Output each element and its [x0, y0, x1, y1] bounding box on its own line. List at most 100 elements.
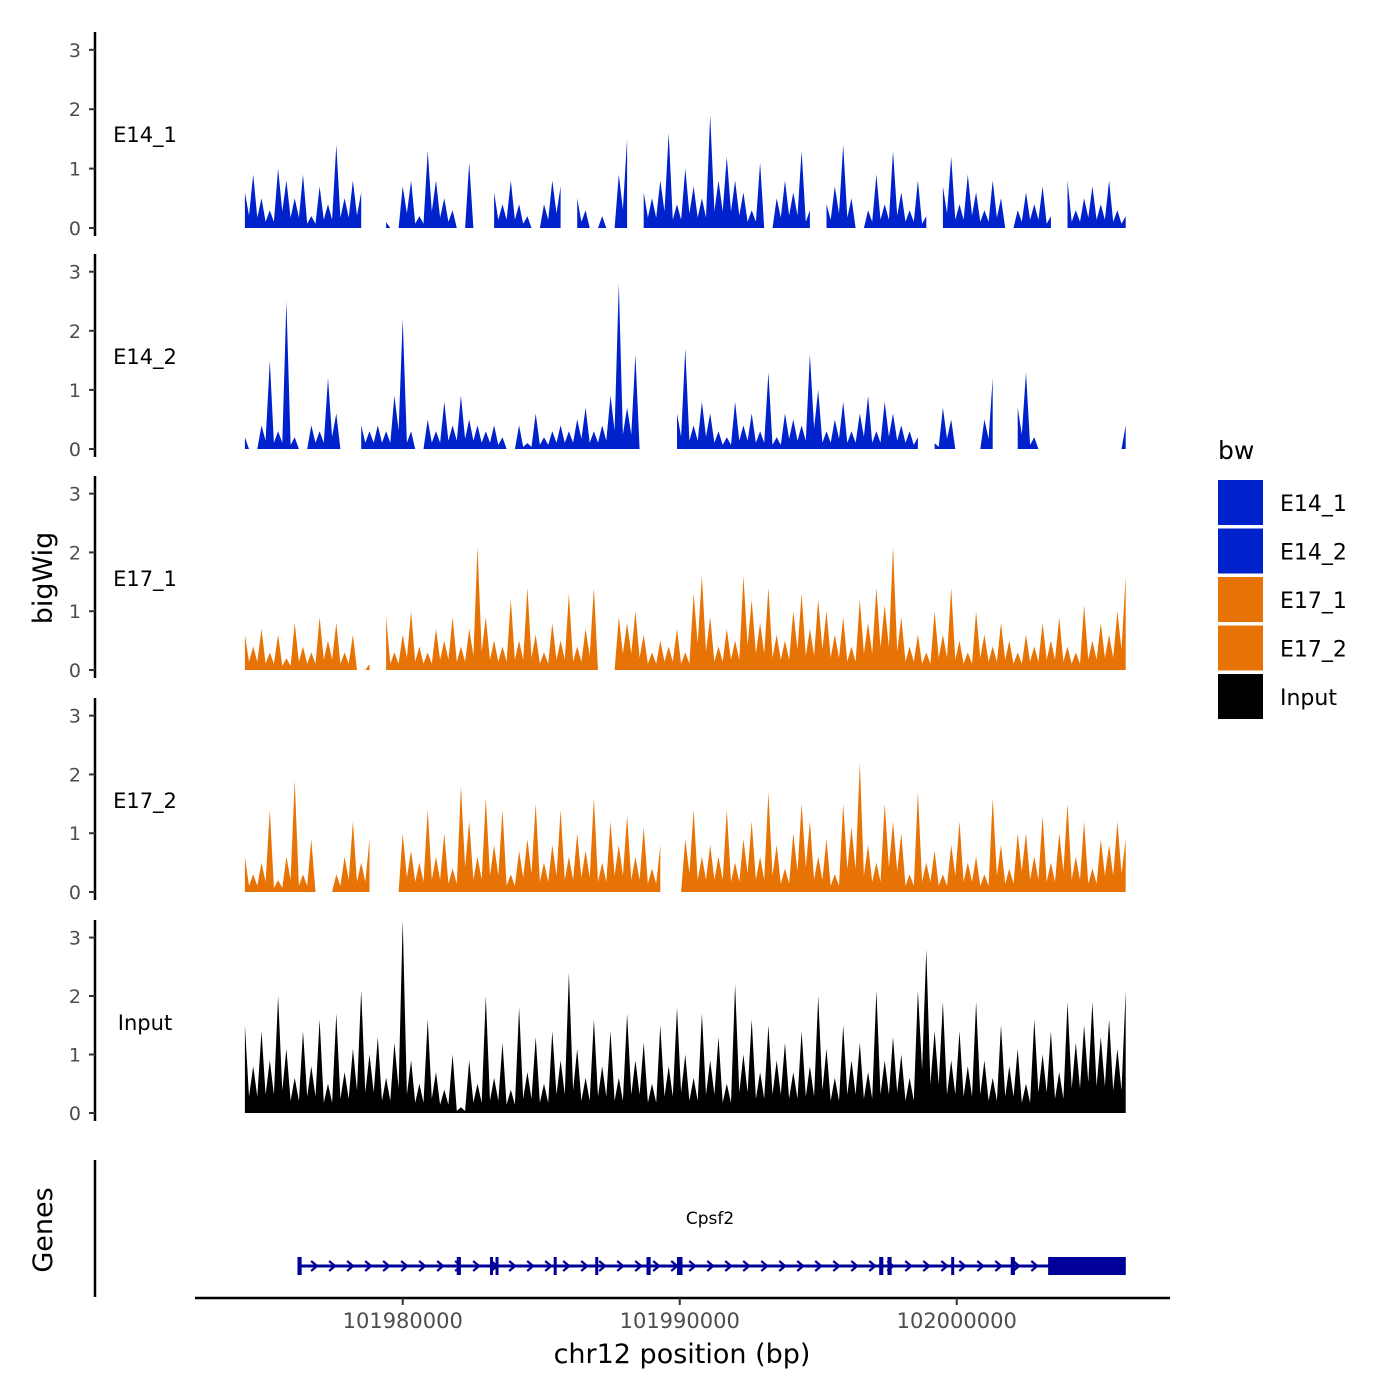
strand-arrow-icon: [310, 1260, 319, 1272]
x-tick-label: 102000000: [897, 1309, 1017, 1333]
y-axis-title: bigWig: [28, 532, 59, 625]
strand-arrow-icon: [868, 1260, 877, 1272]
legend-label: E17_1: [1280, 589, 1347, 614]
y-tick-label: 2: [69, 764, 81, 786]
gene-exon: [495, 1257, 499, 1275]
strand-arrow-icon: [796, 1260, 805, 1272]
y-tick-label: 0: [69, 882, 81, 904]
strand-arrow-icon: [1012, 1260, 1021, 1272]
legend-swatch-Input: [1218, 674, 1263, 719]
coverage-area-E17_1: [244, 546, 1126, 670]
legend-swatch-E14_2: [1218, 528, 1263, 574]
strand-arrow-icon: [688, 1260, 697, 1272]
genes-axis-title: Genes: [28, 1187, 59, 1272]
legend: bw E14_1 E14_2 E17_1 E17_2 Input: [1218, 436, 1347, 719]
strand-arrow-icon: [814, 1260, 823, 1272]
track-E14_2: 0 1 2 3 E14_2: [69, 254, 1126, 461]
strand-arrow-icon: [760, 1260, 769, 1272]
strand-arrow-icon: [778, 1260, 787, 1272]
track-label: E14_2: [113, 345, 177, 370]
strand-arrow-icon: [994, 1260, 1003, 1272]
strand-arrow-icon: [382, 1260, 391, 1272]
gene-exon: [887, 1257, 892, 1275]
strand-arrow-icon: [598, 1260, 607, 1272]
y-tick-label: 3: [69, 928, 81, 950]
strand-arrow-icon: [958, 1260, 967, 1272]
legend-title: bw: [1218, 436, 1254, 465]
strand-arrow-icon: [976, 1260, 985, 1272]
coverage-area-Input: [244, 920, 1126, 1113]
gene-exon: [456, 1257, 461, 1275]
y-tick-label: 3: [69, 40, 81, 62]
strand-arrow-icon: [742, 1260, 751, 1272]
y-tick-label: 0: [69, 1103, 81, 1125]
x-tick-label: 101980000: [343, 1309, 463, 1333]
strand-arrow-icon: [418, 1260, 427, 1272]
strand-arrow-icon: [922, 1260, 931, 1272]
y-tick-label: 1: [69, 380, 81, 402]
legend-swatch-E17_1: [1218, 577, 1263, 622]
gene-coding-block: [1048, 1257, 1126, 1275]
strand-arrow-icon: [544, 1260, 553, 1272]
strand-arrow-icon: [328, 1260, 337, 1272]
strand-arrow-icon: [616, 1260, 625, 1272]
track-label: E17_2: [113, 789, 177, 814]
y-tick-label: 3: [69, 262, 81, 284]
strand-arrow-icon: [400, 1260, 409, 1272]
y-tick-label: 1: [69, 1045, 81, 1067]
x-tick-label: 101990000: [620, 1309, 740, 1333]
strand-arrow-icon: [472, 1260, 481, 1272]
gene-exon: [951, 1257, 955, 1275]
strand-arrow-icon: [364, 1260, 373, 1272]
legend-label: Input: [1280, 686, 1337, 711]
strand-arrow-icon: [652, 1260, 661, 1272]
strand-arrow-icon: [706, 1260, 715, 1272]
gene-exon: [297, 1257, 302, 1275]
y-tick-label: 3: [69, 484, 81, 506]
coverage-area-E17_2: [244, 762, 1126, 892]
y-tick-label: 2: [69, 321, 81, 343]
legend-swatch-E17_2: [1218, 625, 1263, 671]
gene-name-label: Cpsf2: [686, 1209, 734, 1229]
track-label: Input: [118, 1011, 172, 1035]
gene-exon: [1010, 1257, 1015, 1275]
legend-swatch-E14_1: [1218, 480, 1263, 525]
strand-arrow-icon: [1030, 1260, 1039, 1272]
gene-exon: [489, 1257, 493, 1275]
strand-arrow-icon: [832, 1260, 841, 1272]
gene-exon: [595, 1257, 599, 1275]
track-E14_1: 0 1 2 3 E14_1: [69, 32, 1126, 240]
strand-arrow-icon: [724, 1260, 733, 1272]
gene-exon: [676, 1257, 683, 1275]
y-tick-label: 1: [69, 823, 81, 845]
strand-arrow-icon: [436, 1260, 445, 1272]
coverage-area-E14_2: [244, 283, 1126, 449]
y-tick-label: 2: [69, 542, 81, 564]
strand-arrow-icon: [904, 1260, 913, 1272]
gene-exon: [553, 1257, 557, 1275]
track-label: E14_1: [113, 123, 177, 148]
track-Input: 0 1 2 3 Input: [69, 920, 1126, 1125]
y-tick-label: 2: [69, 99, 81, 121]
coverage-area-E14_1: [244, 115, 1126, 228]
y-tick-label: 0: [69, 439, 81, 461]
strand-arrow-icon: [634, 1260, 643, 1272]
y-tick-label: 1: [69, 159, 81, 181]
track-label: E17_1: [113, 567, 177, 592]
y-tick-label: 3: [69, 706, 81, 728]
strand-arrow-icon: [562, 1260, 571, 1272]
strand-arrow-icon: [580, 1260, 589, 1272]
y-tick-label: 0: [69, 660, 81, 682]
track-E17_1: 0 1 2 3 E17_1: [69, 476, 1126, 682]
legend-label: E17_2: [1280, 638, 1347, 663]
x-axis-title: chr12 position (bp): [554, 1339, 811, 1370]
strand-arrow-icon: [508, 1260, 517, 1272]
gene-exon: [879, 1257, 884, 1275]
strand-arrow-icon: [940, 1260, 949, 1272]
strand-arrow-icon: [526, 1260, 535, 1272]
y-tick-label: 2: [69, 986, 81, 1008]
gene-exon: [646, 1257, 651, 1275]
track-panels: 0 1 2 3 E14_1 0 1 2 3 E14_2 0 1 2 3 E17_1 0 1 2 3 E17_2 0 1 2 3…: [69, 32, 1126, 1125]
y-tick-label: 1: [69, 601, 81, 623]
